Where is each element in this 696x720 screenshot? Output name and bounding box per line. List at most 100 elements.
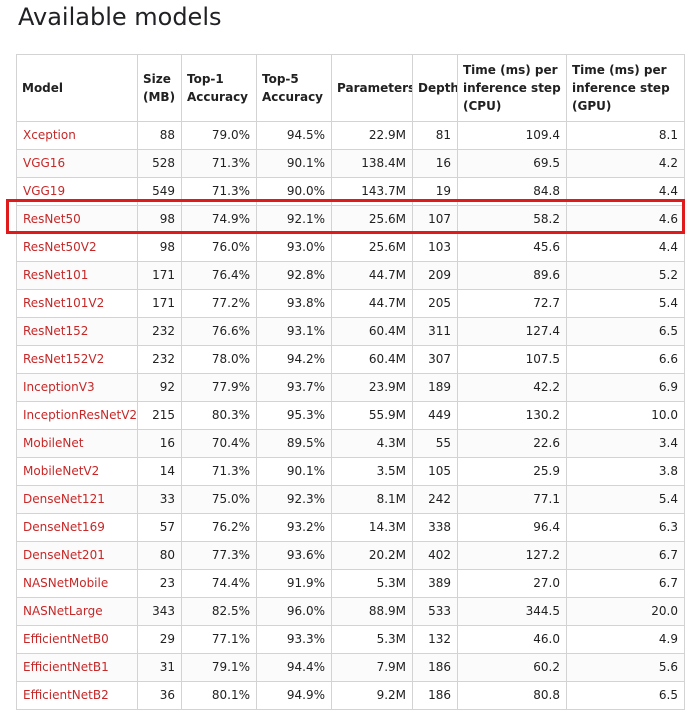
cell-cpu-time: 107.5 (457, 345, 567, 374)
cell-top1-accuracy: 78.0% (181, 345, 257, 374)
cell-model: EfficientNetB1 (16, 653, 138, 682)
cell-depth: 186 (412, 681, 458, 710)
cell-top5-accuracy: 90.1% (256, 149, 332, 178)
model-link[interactable]: Xception (23, 128, 76, 142)
cell-cpu-time: 22.6 (457, 429, 567, 458)
cell-model: MobileNetV2 (16, 457, 138, 486)
cell-parameters: 14.3M (331, 513, 413, 542)
cell-cpu-time: 58.2 (457, 205, 567, 234)
model-link[interactable]: VGG19 (23, 184, 66, 198)
cell-top5-accuracy: 93.3% (256, 625, 332, 654)
cell-gpu-time: 4.4 (566, 177, 685, 206)
model-link[interactable]: InceptionResNetV2 (23, 408, 138, 422)
cell-top5-accuracy: 91.9% (256, 569, 332, 598)
model-link[interactable]: ResNet101 (23, 268, 89, 282)
cell-top1-accuracy: 75.0% (181, 485, 257, 514)
model-link[interactable]: ResNet152 (23, 324, 89, 338)
cell-cpu-time: 89.6 (457, 261, 567, 290)
column-header-cpu-time: Time (ms) per inference step (CPU) (457, 54, 567, 122)
cell-model: VGG19 (16, 177, 138, 206)
cell-top5-accuracy: 92.8% (256, 261, 332, 290)
column-header-top5: Top-5 Accuracy (256, 54, 332, 122)
table-row: InceptionV3 92 77.9% 93.7% 23.9M 189 42.2 6.9 (16, 373, 685, 402)
cell-cpu-time: 25.9 (457, 457, 567, 486)
cell-parameters: 23.9M (331, 373, 413, 402)
cell-size: 232 (137, 345, 182, 374)
model-link[interactable]: ResNet152V2 (23, 352, 105, 366)
cell-top1-accuracy: 70.4% (181, 429, 257, 458)
cell-cpu-time: 109.4 (457, 121, 567, 150)
cell-model: Xception (16, 121, 138, 150)
table-row: Xception 88 79.0% 94.5% 22.9M 81 109.4 8.1 (16, 121, 685, 150)
cell-model: ResNet50 (16, 205, 138, 234)
cell-model: EfficientNetB2 (16, 681, 138, 710)
cell-cpu-time: 96.4 (457, 513, 567, 542)
table-row: ResNet101V2 171 77.2% 93.8% 44.7M 205 72.7 5.4 (16, 289, 685, 318)
cell-parameters: 5.3M (331, 625, 413, 654)
cell-gpu-time: 5.6 (566, 653, 685, 682)
model-link[interactable]: DenseNet121 (23, 492, 105, 506)
cell-size: 171 (137, 289, 182, 318)
table-row: EfficientNetB1 31 79.1% 94.4% 7.9M 186 60.2 5.6 (16, 653, 685, 682)
model-link[interactable]: InceptionV3 (23, 380, 95, 394)
cell-gpu-time: 5.4 (566, 485, 685, 514)
cell-size: 14 (137, 457, 182, 486)
cell-gpu-time: 3.4 (566, 429, 685, 458)
cell-top5-accuracy: 96.0% (256, 597, 332, 626)
cell-model: DenseNet121 (16, 485, 138, 514)
cell-parameters: 60.4M (331, 345, 413, 374)
cell-model: MobileNet (16, 429, 138, 458)
cell-top1-accuracy: 71.3% (181, 149, 257, 178)
cell-size: 98 (137, 205, 182, 234)
cell-parameters: 7.9M (331, 653, 413, 682)
cell-depth: 338 (412, 513, 458, 542)
model-link[interactable]: DenseNet201 (23, 548, 105, 562)
cell-parameters: 5.3M (331, 569, 413, 598)
cell-depth: 389 (412, 569, 458, 598)
cell-depth: 307 (412, 345, 458, 374)
model-link[interactable]: ResNet50 (23, 212, 81, 226)
model-link[interactable]: EfficientNetB0 (23, 632, 109, 646)
model-link[interactable]: NASNetLarge (23, 604, 103, 618)
cell-top1-accuracy: 74.9% (181, 205, 257, 234)
cell-top1-accuracy: 76.0% (181, 233, 257, 262)
cell-depth: 209 (412, 261, 458, 290)
model-link[interactable]: NASNetMobile (23, 576, 109, 590)
model-link[interactable]: EfficientNetB2 (23, 688, 109, 702)
column-header-model: Model (16, 54, 138, 122)
cell-parameters: 143.7M (331, 177, 413, 206)
table-row: EfficientNetB2 36 80.1% 94.9% 9.2M 186 80.8 6.5 (16, 681, 685, 710)
cell-top5-accuracy: 92.1% (256, 205, 332, 234)
cell-gpu-time: 6.6 (566, 345, 685, 374)
model-link[interactable]: ResNet101V2 (23, 296, 105, 310)
table-row: MobileNetV2 14 71.3% 90.1% 3.5M 105 25.9 3.8 (16, 457, 685, 486)
model-link[interactable]: MobileNetV2 (23, 464, 100, 478)
cell-gpu-time: 5.2 (566, 261, 685, 290)
cell-top1-accuracy: 79.1% (181, 653, 257, 682)
model-link[interactable]: DenseNet169 (23, 520, 105, 534)
model-link[interactable]: MobileNet (23, 436, 84, 450)
model-link[interactable]: EfficientNetB1 (23, 660, 109, 674)
cell-top5-accuracy: 89.5% (256, 429, 332, 458)
cell-top1-accuracy: 71.3% (181, 177, 257, 206)
cell-top5-accuracy: 90.0% (256, 177, 332, 206)
cell-top1-accuracy: 80.3% (181, 401, 257, 430)
cell-gpu-time: 6.5 (566, 317, 685, 346)
model-link[interactable]: ResNet50V2 (23, 240, 97, 254)
cell-cpu-time: 127.4 (457, 317, 567, 346)
table-row: DenseNet121 33 75.0% 92.3% 8.1M 242 77.1 5.4 (16, 485, 685, 514)
cell-gpu-time: 6.7 (566, 569, 685, 598)
cell-cpu-time: 69.5 (457, 149, 567, 178)
cell-size: 80 (137, 541, 182, 570)
cell-model: NASNetLarge (16, 597, 138, 626)
cell-model: ResNet152 (16, 317, 138, 346)
cell-depth: 107 (412, 205, 458, 234)
cell-gpu-time: 8.1 (566, 121, 685, 150)
cell-model: EfficientNetB0 (16, 625, 138, 654)
cell-cpu-time: 84.8 (457, 177, 567, 206)
cell-size: 171 (137, 261, 182, 290)
table-row: NASNetLarge 343 82.5% 96.0% 88.9M 533 344.5 20.… (16, 597, 685, 626)
cell-parameters: 44.7M (331, 261, 413, 290)
model-link[interactable]: VGG16 (23, 156, 66, 170)
cell-size: 92 (137, 373, 182, 402)
